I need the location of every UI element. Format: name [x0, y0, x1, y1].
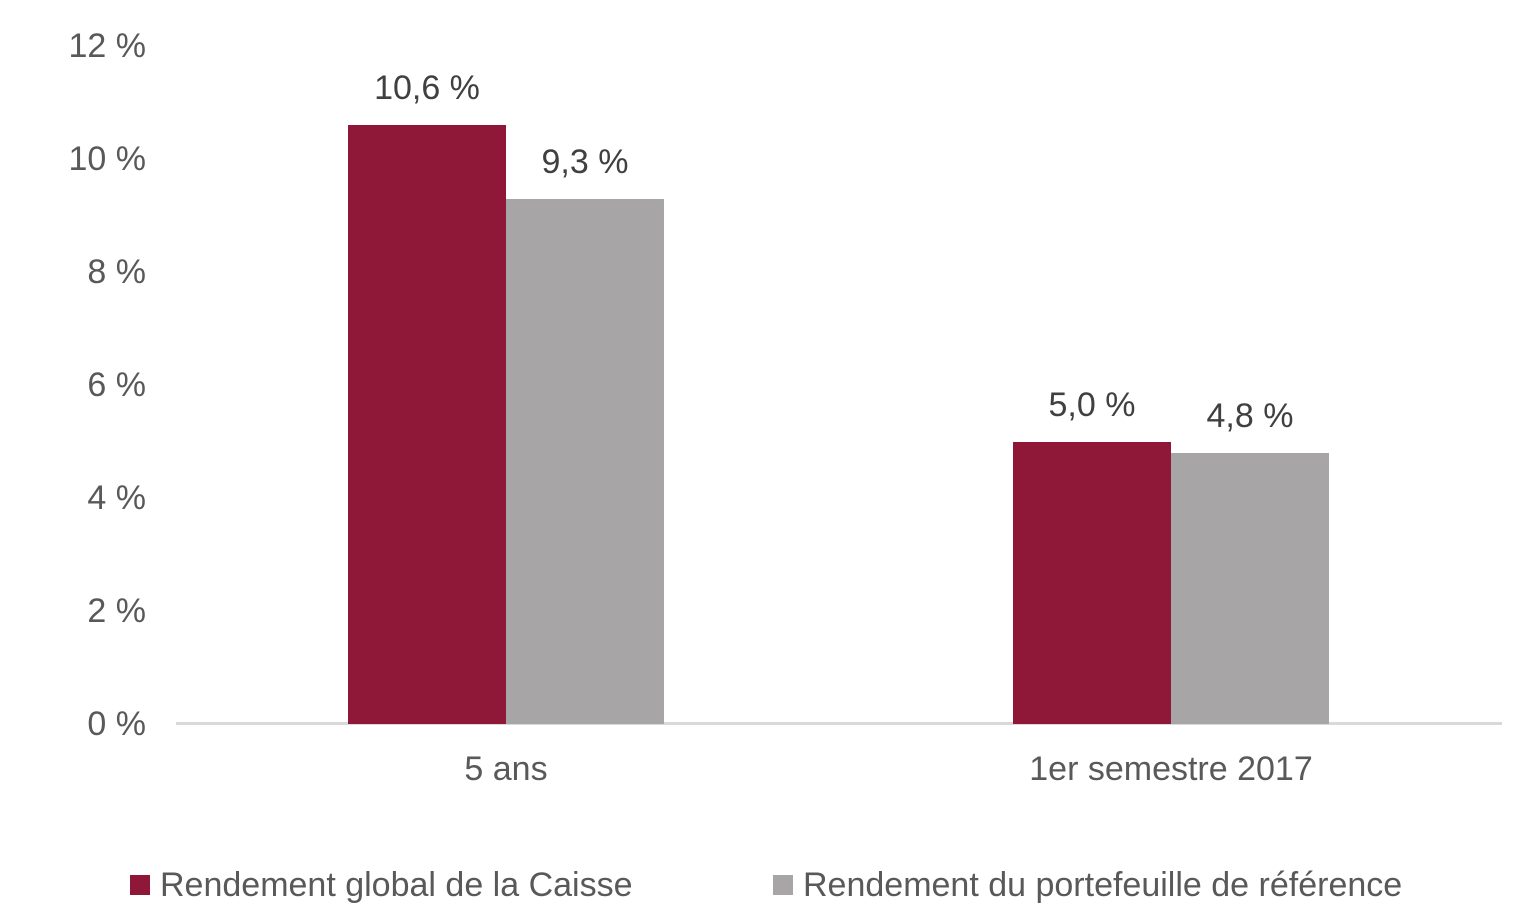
data-label: 9,3 %: [541, 142, 629, 181]
y-tick-label: 2 %: [87, 592, 146, 630]
bar: [348, 125, 506, 724]
y-tick-label: 12 %: [68, 27, 147, 65]
x-axis-line: [176, 722, 1502, 725]
data-label: 5,0 %: [1048, 385, 1136, 424]
x-tick-label: 1er semestre 2017: [1029, 750, 1313, 788]
y-tick-label: 10 %: [68, 140, 147, 178]
legend-label: Rendement global de la Caisse: [160, 866, 633, 904]
data-label: 10,6 %: [374, 69, 480, 108]
y-tick-label: 0 %: [87, 705, 146, 743]
bar: [1171, 452, 1329, 724]
y-tick-label: 6 %: [87, 366, 146, 404]
bar: [1013, 441, 1171, 724]
x-tick-label: 5 ans: [464, 750, 548, 788]
legend-item: Rendement du portefeuille de référence: [773, 866, 1402, 904]
legend-swatch-icon: [773, 875, 793, 895]
data-label: 4,8 %: [1206, 396, 1294, 435]
legend-swatch-icon: [130, 875, 150, 895]
y-tick-label: 4 %: [87, 479, 146, 517]
legend-label: Rendement du portefeuille de référence: [803, 866, 1403, 904]
y-tick-label: 8 %: [87, 253, 146, 291]
bar: [506, 198, 664, 724]
legend-item: Rendement global de la Caisse: [130, 866, 633, 904]
